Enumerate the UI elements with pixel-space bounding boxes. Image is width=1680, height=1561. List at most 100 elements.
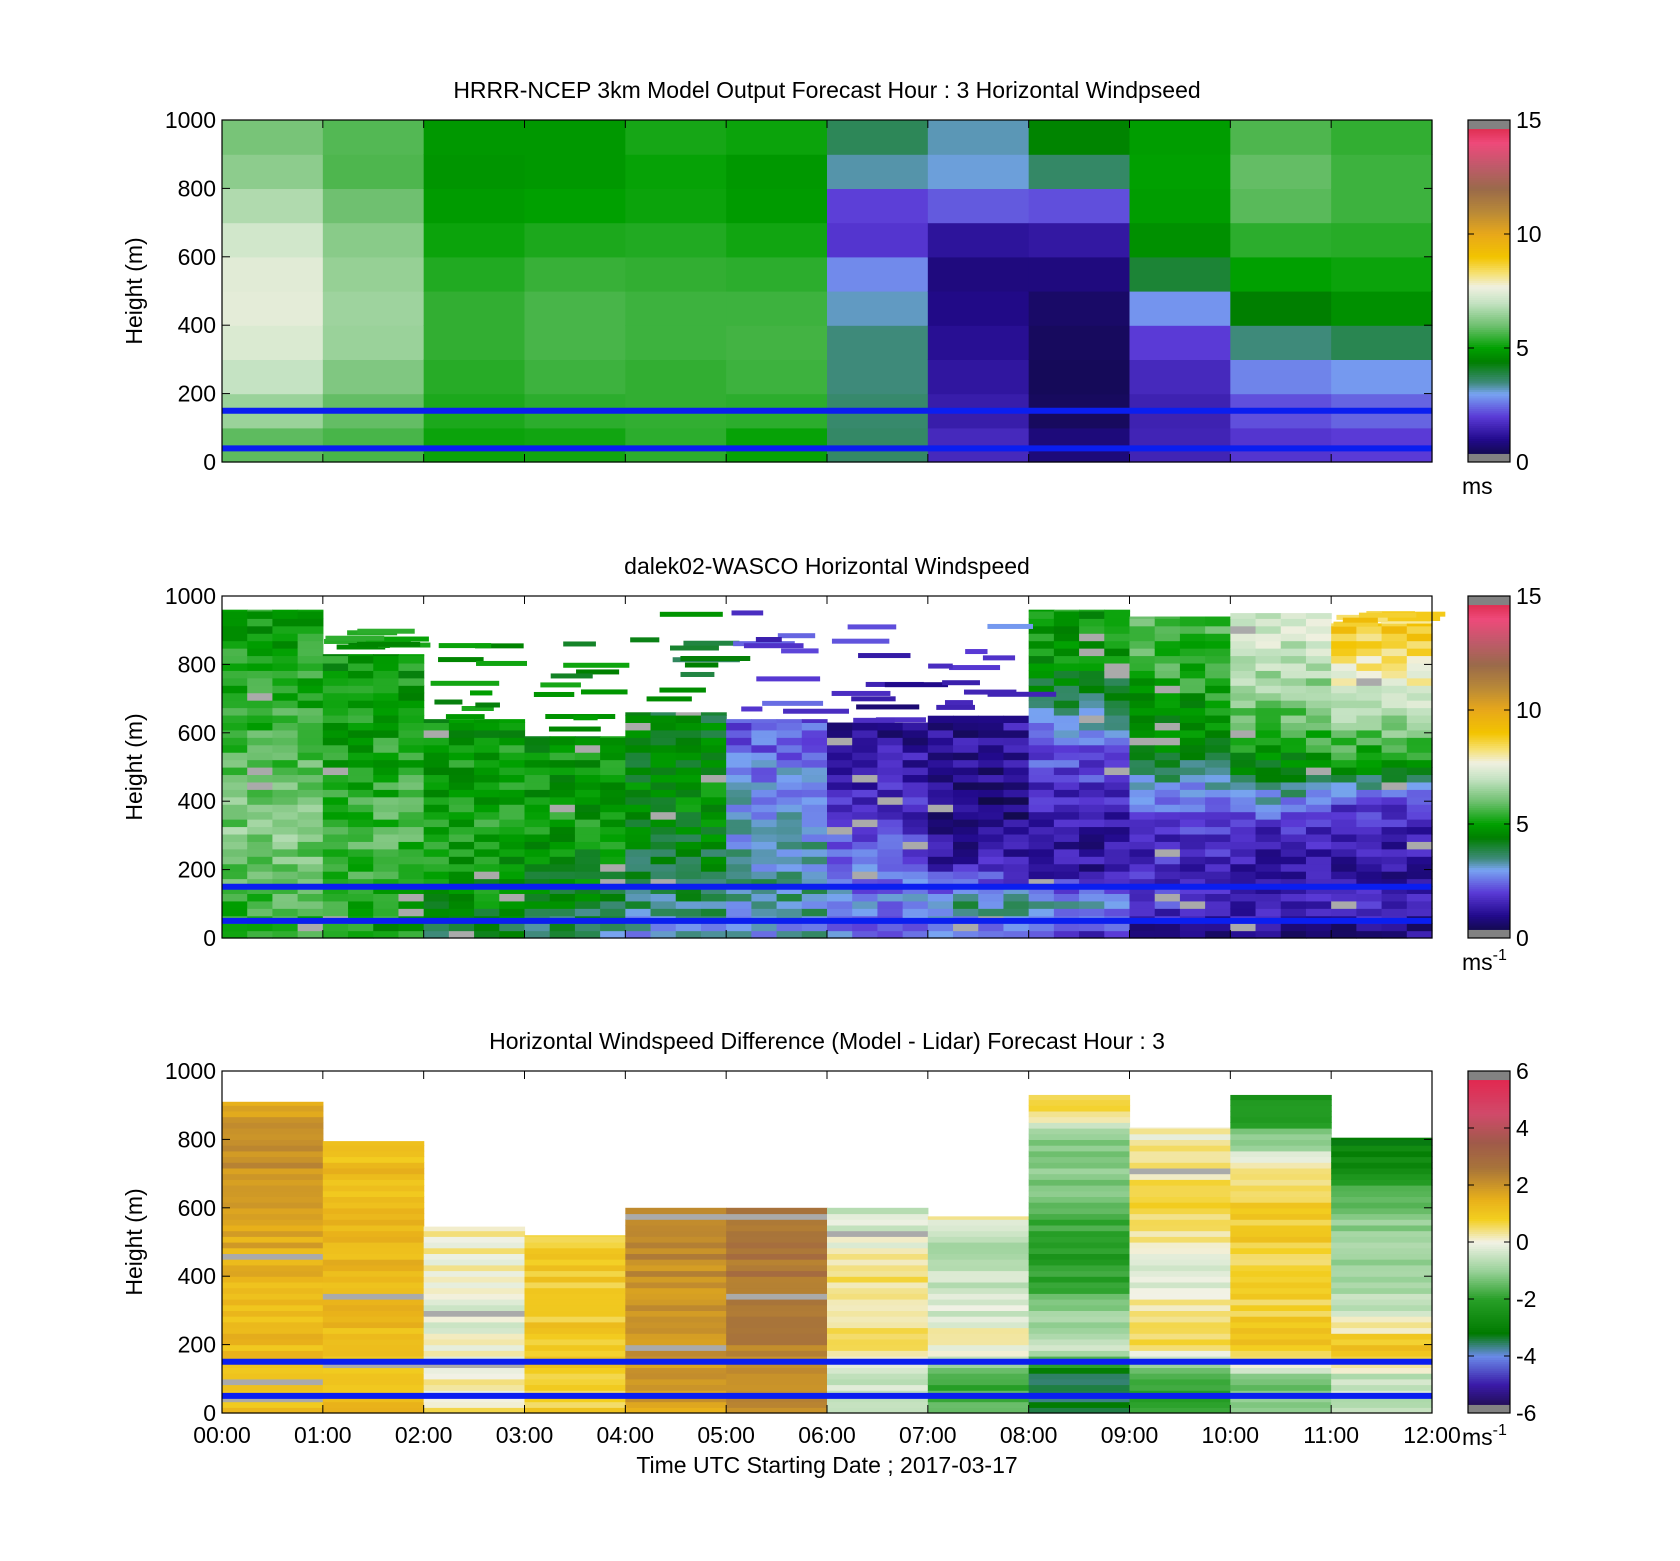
heatmap-cell: [1255, 848, 1282, 857]
heatmap-cell: [1179, 811, 1206, 820]
heatmap-cell: [1104, 767, 1131, 776]
heatmap-cell: [499, 774, 526, 783]
heatmap-cell: [247, 752, 274, 761]
heatmap-cell: [751, 811, 778, 820]
heatmap-cell: [700, 848, 727, 857]
colorbar-segment: [1468, 194, 1510, 198]
heatmap-cell: [272, 804, 299, 813]
heatmap-cell: [902, 923, 929, 932]
heatmap-cell: [625, 1230, 727, 1237]
heatmap-cell: [448, 923, 475, 932]
colorbar-segment: [1468, 1237, 1510, 1241]
colorbar-segment: [1468, 655, 1510, 659]
y-tick-label: 0: [203, 925, 216, 951]
heatmap-cell: [297, 625, 324, 634]
heatmap-streak: [831, 690, 891, 696]
heatmap-cell: [1053, 722, 1080, 731]
heatmap-cell: [700, 871, 727, 880]
heatmap-cell: [297, 848, 324, 857]
heatmap-cell: [1331, 1242, 1433, 1249]
heatmap-cell: [953, 744, 979, 753]
heatmap-cell: [1154, 826, 1181, 835]
heatmap-cell: [827, 1224, 929, 1232]
heatmap-cell: [1230, 752, 1257, 761]
heatmap-cell: [827, 752, 853, 761]
colorbar-segment: [1468, 876, 1510, 879]
colorbar-segment: [1468, 822, 1510, 826]
heatmap-cell: [1331, 1230, 1433, 1237]
colorbar-segment: [1468, 1165, 1510, 1168]
heatmap-cell: [1406, 633, 1433, 642]
heatmap-cell: [247, 796, 274, 805]
colorbar-segment: [1468, 796, 1510, 800]
colorbar-segment: [1468, 773, 1510, 777]
heatmap-cell: [1179, 885, 1206, 894]
heatmap-cell: [1028, 893, 1055, 902]
heatmap-cell: [751, 774, 778, 783]
heatmap-cell: [373, 930, 400, 939]
heatmap-cell: [827, 885, 853, 894]
colorbar-segment: [1468, 1224, 1510, 1228]
colorbar-segment: [1468, 1340, 1510, 1343]
heatmap-cell: [1003, 737, 1030, 746]
heatmap-cell: [1028, 1321, 1131, 1329]
heatmap-cell: [1154, 633, 1181, 642]
heatmap-cell: [1381, 863, 1408, 872]
heatmap-cell: [322, 819, 349, 828]
heatmap-cell: [776, 878, 803, 887]
heatmap-cell: [1053, 677, 1080, 686]
heatmap-cell: [1129, 1264, 1231, 1272]
heatmap-cell: [524, 1259, 626, 1266]
colorbar-segment: [1468, 596, 1510, 599]
heatmap-cell: [726, 908, 752, 917]
heatmap-cell: [1356, 759, 1383, 768]
heatmap-cell: [348, 833, 374, 842]
heatmap-cell: [801, 719, 828, 723]
heatmap-cell: [1331, 833, 1357, 842]
heatmap-cell: [650, 804, 677, 813]
heatmap-cell: [625, 767, 652, 776]
heatmap-cell: [499, 752, 526, 761]
colorbar-segment: [1468, 617, 1510, 621]
heatmap-cell: [726, 781, 752, 790]
heatmap-cell: [499, 744, 526, 753]
heatmap-cell: [675, 796, 702, 805]
heatmap-cell: [348, 900, 374, 909]
heatmap-cell: [1406, 670, 1433, 679]
colorbar-segment: [1468, 1346, 1510, 1350]
heatmap-cell: [827, 863, 853, 872]
colorbar-segment: [1468, 852, 1510, 856]
heatmap-cell: [272, 648, 299, 657]
heatmap-cell: [827, 871, 853, 880]
heatmap-cell: [222, 188, 324, 224]
heatmap-cell: [272, 863, 299, 872]
colorbar-segment: [1468, 389, 1510, 392]
heatmap-cell: [600, 908, 626, 917]
heatmap-cell: [1129, 1281, 1231, 1289]
heatmap-cell: [726, 796, 752, 805]
heatmap-cell: [222, 871, 248, 880]
heatmap-cell: [1230, 1099, 1332, 1106]
heatmap-cell: [474, 841, 500, 850]
heatmap-cell: [600, 871, 626, 880]
heatmap-cell: [1255, 871, 1282, 880]
x-tick-label: 06:00: [798, 1422, 856, 1448]
heatmap-cell: [827, 1219, 929, 1226]
heatmap-cell: [1079, 893, 1105, 902]
heatmap-cell: [1331, 856, 1357, 865]
heatmap-cell: [1129, 1128, 1231, 1135]
heatmap-cell: [1230, 1373, 1332, 1380]
colorbar-segment: [1468, 1370, 1510, 1373]
heatmap-cell: [1280, 789, 1307, 798]
heatmap-cell: [1205, 618, 1231, 627]
heatmap-cell: [1280, 625, 1307, 634]
heatmap-cell: [827, 1230, 929, 1237]
heatmap-cell: [373, 744, 400, 753]
colorbar-segment: [1468, 858, 1510, 862]
heatmap-cell: [247, 685, 274, 694]
heatmap-cell: [1028, 120, 1131, 155]
heatmap-cell: [700, 789, 727, 798]
heatmap-cell: [1230, 759, 1257, 768]
heatmap-cell: [827, 923, 853, 932]
heatmap-cell: [549, 908, 576, 917]
